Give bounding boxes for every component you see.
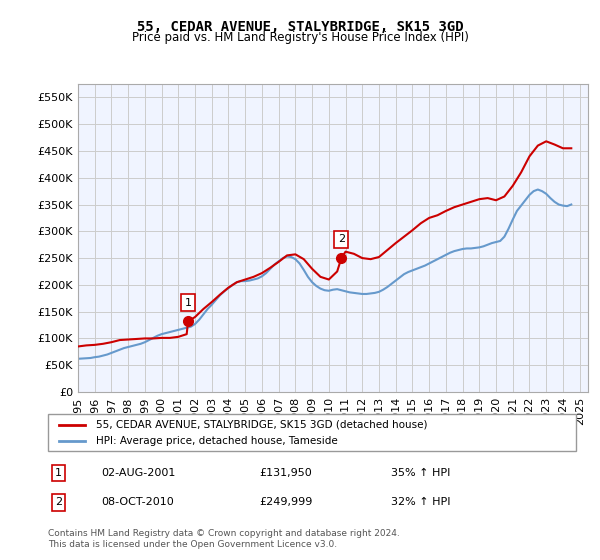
Text: £249,999: £249,999 — [259, 497, 313, 507]
Text: 32% ↑ HPI: 32% ↑ HPI — [391, 497, 451, 507]
Text: 2: 2 — [55, 497, 62, 507]
Text: Contains HM Land Registry data © Crown copyright and database right 2024.
This d: Contains HM Land Registry data © Crown c… — [48, 529, 400, 549]
Text: 55, CEDAR AVENUE, STALYBRIDGE, SK15 3GD (detached house): 55, CEDAR AVENUE, STALYBRIDGE, SK15 3GD … — [95, 419, 427, 430]
Text: 02-AUG-2001: 02-AUG-2001 — [101, 468, 175, 478]
Text: 08-OCT-2010: 08-OCT-2010 — [101, 497, 173, 507]
Text: 55, CEDAR AVENUE, STALYBRIDGE, SK15 3GD: 55, CEDAR AVENUE, STALYBRIDGE, SK15 3GD — [137, 20, 463, 34]
Text: Price paid vs. HM Land Registry's House Price Index (HPI): Price paid vs. HM Land Registry's House … — [131, 31, 469, 44]
FancyBboxPatch shape — [48, 414, 576, 451]
Text: 1: 1 — [55, 468, 62, 478]
Text: 1: 1 — [185, 297, 191, 307]
Text: 2: 2 — [338, 234, 345, 244]
Text: £131,950: £131,950 — [259, 468, 312, 478]
Text: HPI: Average price, detached house, Tameside: HPI: Average price, detached house, Tame… — [95, 436, 337, 446]
Text: 35% ↑ HPI: 35% ↑ HPI — [391, 468, 451, 478]
